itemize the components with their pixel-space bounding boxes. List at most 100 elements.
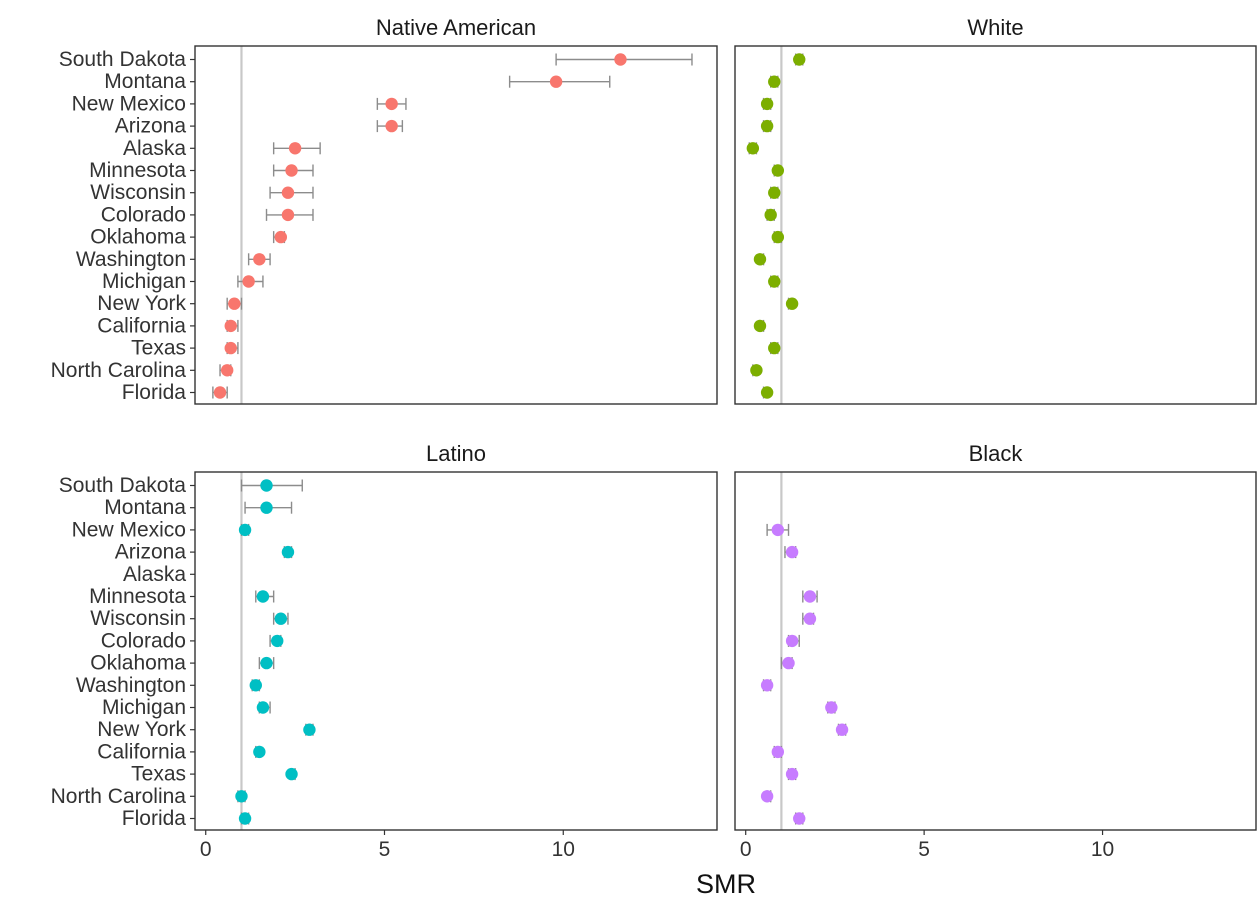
smr-point <box>768 275 781 288</box>
facet-panel: White <box>734 15 1257 405</box>
y-tick-label: Wisconsin <box>90 181 186 204</box>
data-point-group <box>272 164 314 177</box>
data-point-group <box>555 53 693 66</box>
smr-point <box>764 208 777 222</box>
data-point-group <box>247 253 271 266</box>
x-tick-label: 5 <box>918 838 930 861</box>
data-point-group <box>272 230 288 244</box>
smr-point <box>235 790 248 803</box>
smr-point <box>803 590 817 603</box>
smr-point <box>614 53 627 66</box>
facet-panel: Black 0 5 10 <box>734 441 1257 861</box>
panel-border <box>194 45 718 405</box>
y-tick-label: South Dakota <box>59 474 187 497</box>
data-point-group <box>256 701 271 714</box>
data-point-group <box>746 142 760 155</box>
data-point-group <box>768 186 781 199</box>
data-point-group <box>269 634 284 648</box>
x-tick-label: 0 <box>740 838 752 861</box>
panel-border <box>194 471 718 831</box>
data-point-group <box>793 812 806 825</box>
smr-point <box>768 75 781 88</box>
data-point-group <box>212 386 228 399</box>
smr-point <box>385 119 398 133</box>
data-point-group <box>376 119 404 133</box>
data-point-group <box>281 545 295 559</box>
data-point-group <box>303 723 316 736</box>
y-tick-label: Alaska <box>123 563 186 586</box>
data-point-group <box>249 679 262 692</box>
x-tick-label: 0 <box>200 838 212 861</box>
y-tick-label: Oklahoma <box>90 226 186 249</box>
x-tick-label: 5 <box>379 838 391 861</box>
smr-point <box>782 656 795 670</box>
y-tick-label: Texas <box>131 763 186 786</box>
data-point-group <box>760 119 774 133</box>
smr-point <box>549 75 563 88</box>
data-point-group <box>240 479 303 492</box>
y-tick-label: Colorado <box>101 203 186 226</box>
y-tick-label: New York <box>97 718 186 741</box>
smr-point <box>793 53 806 66</box>
y-tick-label: California <box>97 314 186 337</box>
y-tick-label: New Mexico <box>72 518 186 541</box>
y-tick-label: Montana <box>104 496 186 519</box>
data-point-group <box>802 590 818 603</box>
smr-point <box>385 97 398 111</box>
x-axis-title: SMR <box>696 869 756 899</box>
data-point-group <box>771 164 785 177</box>
x-tick-label: 10 <box>552 838 575 861</box>
data-point-group <box>285 767 298 781</box>
y-tick-label: North Carolina <box>51 785 187 808</box>
y-tick-label: North Carolina <box>51 359 187 382</box>
data-point-group <box>255 590 275 603</box>
data-point-group <box>771 745 785 759</box>
data-point-group <box>766 523 790 537</box>
smr-point <box>303 723 316 736</box>
data-point-group <box>508 75 611 88</box>
data-point-group <box>802 612 817 625</box>
y-tick-label: Oklahoma <box>90 652 186 675</box>
data-point-group <box>753 319 767 333</box>
smr-point <box>224 341 237 355</box>
smr-point <box>238 812 252 825</box>
data-point-group <box>768 275 781 288</box>
y-tick-label: California <box>97 740 186 763</box>
y-tick-label: Wisconsin <box>90 607 186 630</box>
smr-point <box>242 275 255 288</box>
data-point-group <box>764 208 777 222</box>
data-point-group <box>238 523 252 537</box>
facet-title: Black <box>969 441 1024 466</box>
smr-point <box>228 297 241 310</box>
smr-point <box>803 612 817 625</box>
panel-border <box>734 471 1257 831</box>
smr-point <box>274 612 288 625</box>
smr-point <box>753 253 767 266</box>
smr-point <box>793 812 806 825</box>
smr-point <box>768 186 781 199</box>
smr-point <box>281 208 295 222</box>
smr-point <box>771 164 785 177</box>
data-point-group <box>760 679 774 692</box>
smr-point <box>271 634 284 648</box>
data-point-group <box>771 230 785 244</box>
smr-point <box>260 501 273 514</box>
data-point-group <box>785 297 799 310</box>
data-point-group <box>226 297 243 310</box>
data-point-group <box>825 701 838 714</box>
smr-point <box>835 723 849 736</box>
smr-point <box>238 523 252 537</box>
smr-point <box>760 679 774 692</box>
data-point-group <box>785 634 800 648</box>
smr-point <box>285 164 298 177</box>
smr-point <box>253 745 266 759</box>
smr-point <box>760 97 774 111</box>
data-point-group <box>272 142 321 155</box>
data-point-group <box>272 612 289 625</box>
data-point-group <box>750 364 763 377</box>
y-tick-label: Michigan <box>102 696 186 719</box>
data-point-group <box>376 97 407 111</box>
